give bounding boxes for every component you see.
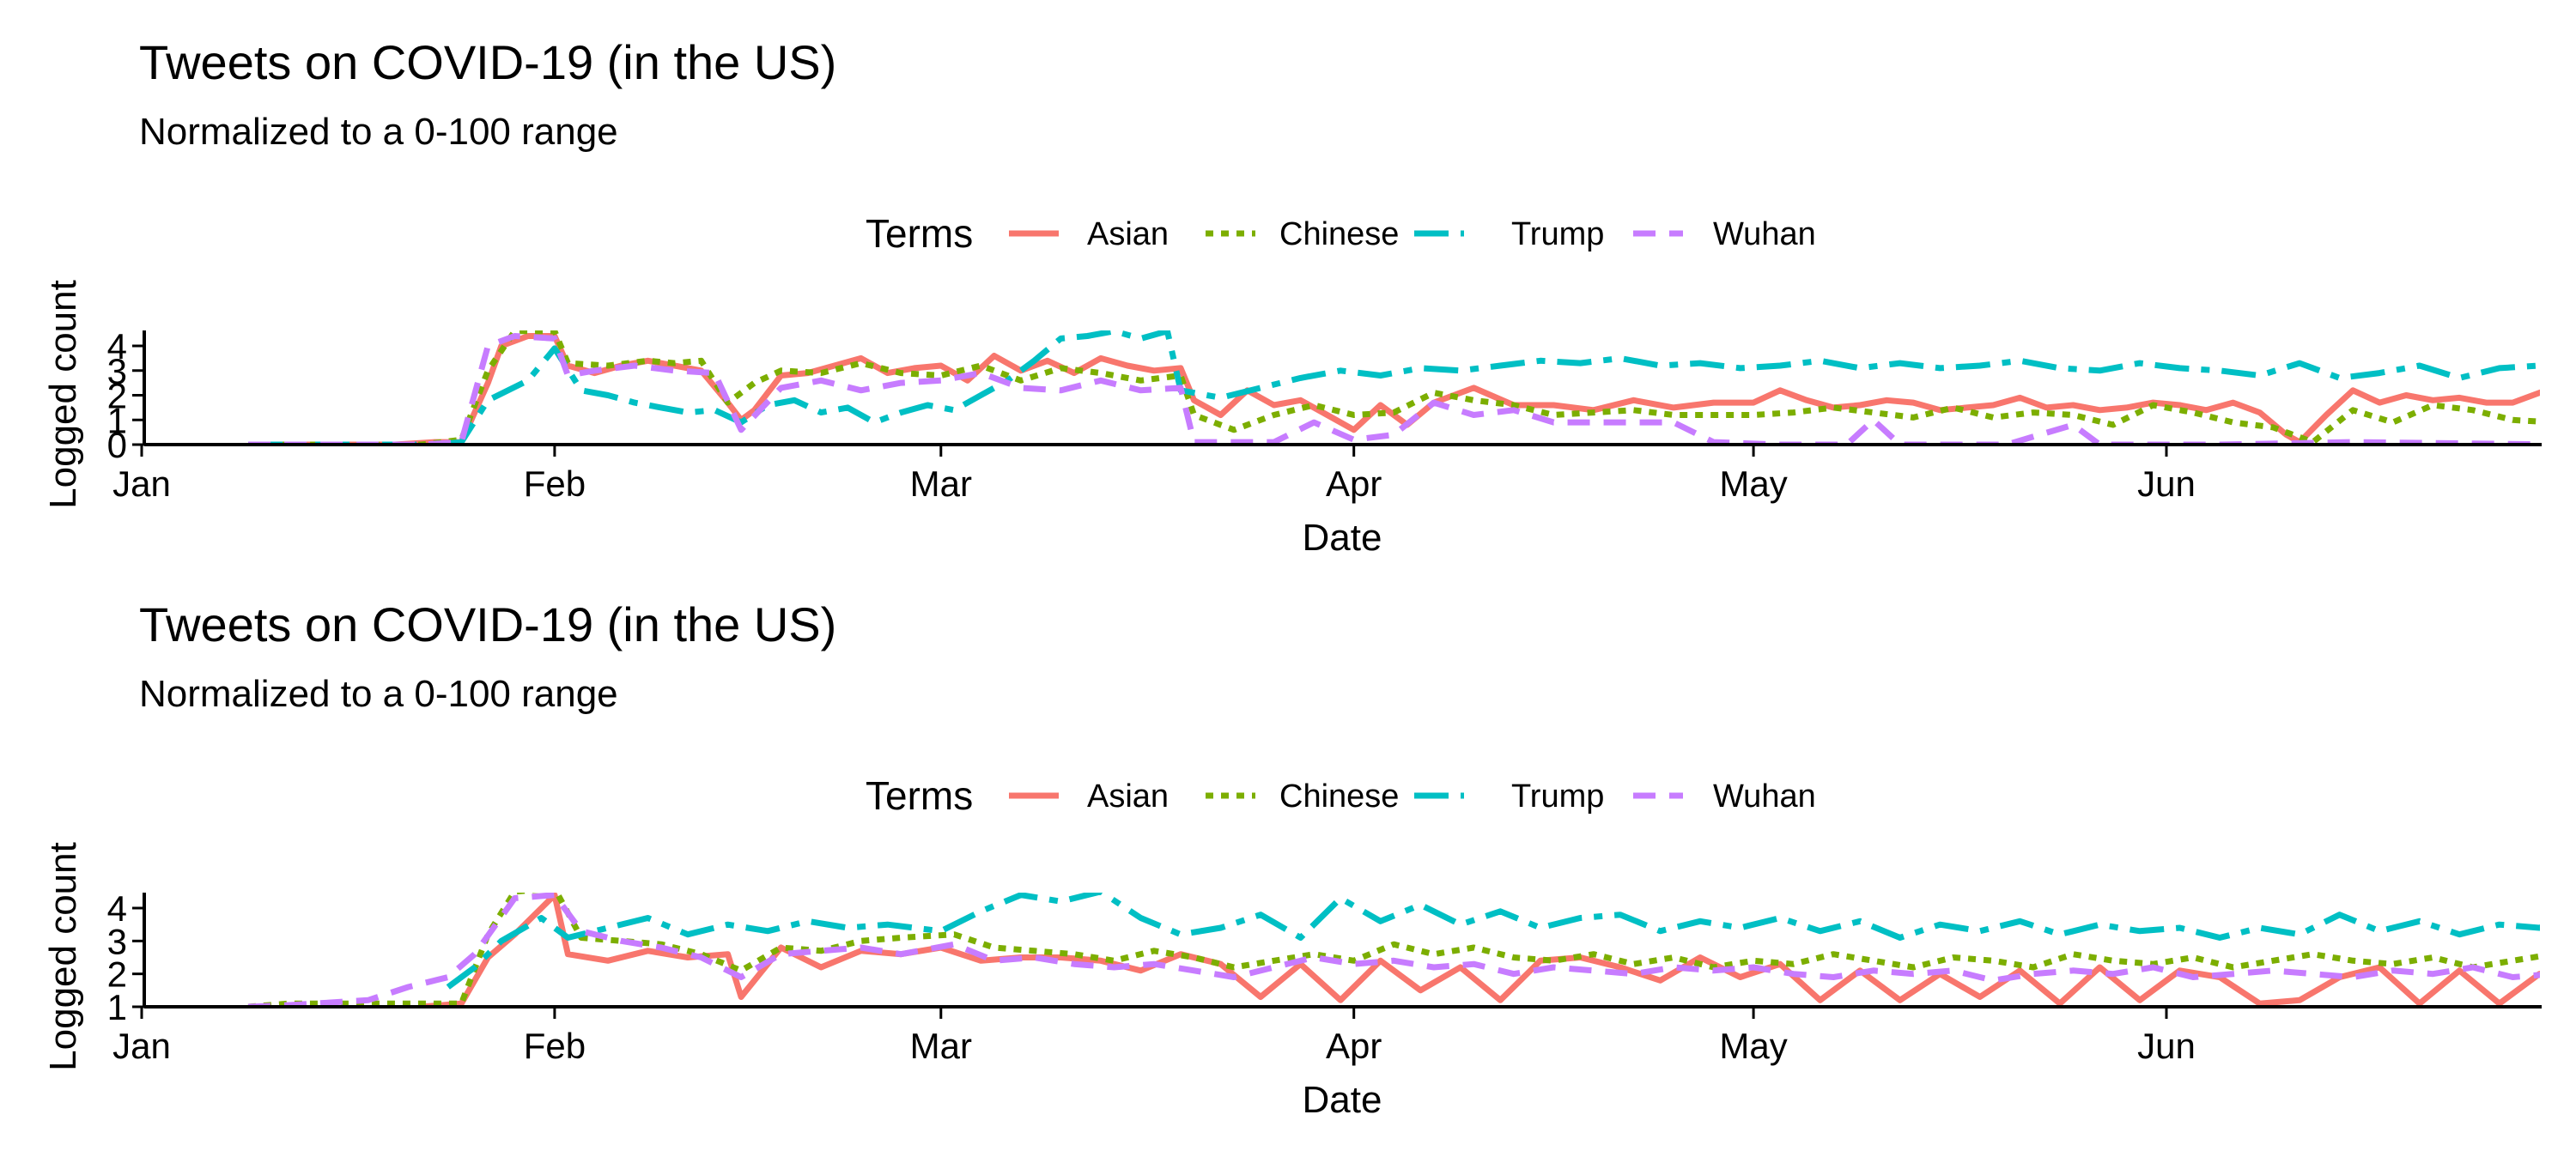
- legend-item-chinese: Chinese: [1206, 216, 1399, 252]
- panel-top: Tweets on COVID-19 (in the US) Normalized…: [42, 35, 2542, 559]
- legend-label-chinese: Chinese: [1279, 216, 1399, 252]
- legend-item-chinese: Chinese: [1206, 778, 1399, 815]
- legend-label-asian: Asian: [1087, 778, 1169, 815]
- x-axis-title: Date: [1303, 517, 1382, 559]
- series-line-wuhan: [247, 893, 2540, 1009]
- legend-label-trump: Trump: [1511, 216, 1604, 252]
- series-line-trump: [446, 893, 2540, 990]
- y-axis-title: Logged count: [42, 280, 84, 509]
- legend-title: Terms: [866, 211, 973, 256]
- series-lines: [248, 330, 2540, 446]
- y-tick-label: 1: [107, 987, 127, 1027]
- y-tick-label: 4: [107, 326, 127, 366]
- series-line-wuhan: [248, 333, 2540, 446]
- x-tick-label: Jun: [2137, 463, 2196, 504]
- y-tick-label: 1: [107, 400, 127, 440]
- legend-item-wuhan: Wuhan: [1633, 216, 1816, 252]
- x-tick-label: Jun: [2137, 1026, 2196, 1066]
- series-lines: [247, 893, 2540, 1009]
- x-tick-label: Feb: [524, 463, 586, 504]
- x-tick-label: May: [1719, 463, 1787, 504]
- legend-item-asian: Asian: [1009, 778, 1169, 815]
- y-tick-label: 2: [107, 376, 127, 416]
- series-line-asian: [248, 333, 2540, 446]
- legend-label-asian: Asian: [1087, 216, 1169, 252]
- series-line-chinese: [247, 893, 2540, 1009]
- series-line-trump: [248, 330, 2540, 446]
- legend-label-trump: Trump: [1511, 778, 1604, 815]
- legend-item-wuhan: Wuhan: [1633, 778, 1816, 815]
- x-tick-label: Apr: [1326, 1026, 1382, 1066]
- x-axis-title: Date: [1303, 1079, 1382, 1121]
- y-tick-label: 0: [107, 425, 127, 465]
- y-tick-label: 2: [107, 954, 127, 995]
- x-tick-label: Apr: [1326, 463, 1382, 504]
- chart-subtitle: Normalized to a 0-100 range: [139, 111, 618, 153]
- legend-label-wuhan: Wuhan: [1713, 216, 1816, 252]
- x-tick-label: Jan: [112, 1026, 171, 1066]
- y-tick-label: 3: [107, 351, 127, 391]
- y-tick-label: 4: [107, 888, 127, 929]
- legend-label-chinese: Chinese: [1279, 778, 1399, 815]
- panel-bottom: Tweets on COVID-19 (in the US) Normalized…: [42, 597, 2542, 1121]
- x-tick-label: Mar: [910, 463, 972, 504]
- series-line-chinese: [248, 330, 2540, 446]
- chart-title: Tweets on COVID-19 (in the US): [139, 35, 836, 89]
- y-tick-label: 3: [107, 921, 127, 961]
- legend-item-trump: Trump: [1414, 216, 1604, 252]
- legend-item-asian: Asian: [1009, 216, 1169, 252]
- chart-subtitle: Normalized to a 0-100 range: [139, 673, 618, 715]
- x-tick-label: Feb: [524, 1026, 586, 1066]
- legend-item-trump: Trump: [1414, 778, 1604, 815]
- x-tick-label: May: [1719, 1026, 1787, 1066]
- x-tick-label: Mar: [910, 1026, 972, 1066]
- y-axis-title: Logged count: [42, 842, 84, 1071]
- legend-title: Terms: [866, 773, 973, 818]
- legend-label-wuhan: Wuhan: [1713, 778, 1816, 815]
- x-tick-label: Jan: [112, 463, 171, 504]
- chart-title: Tweets on COVID-19 (in the US): [139, 597, 836, 651]
